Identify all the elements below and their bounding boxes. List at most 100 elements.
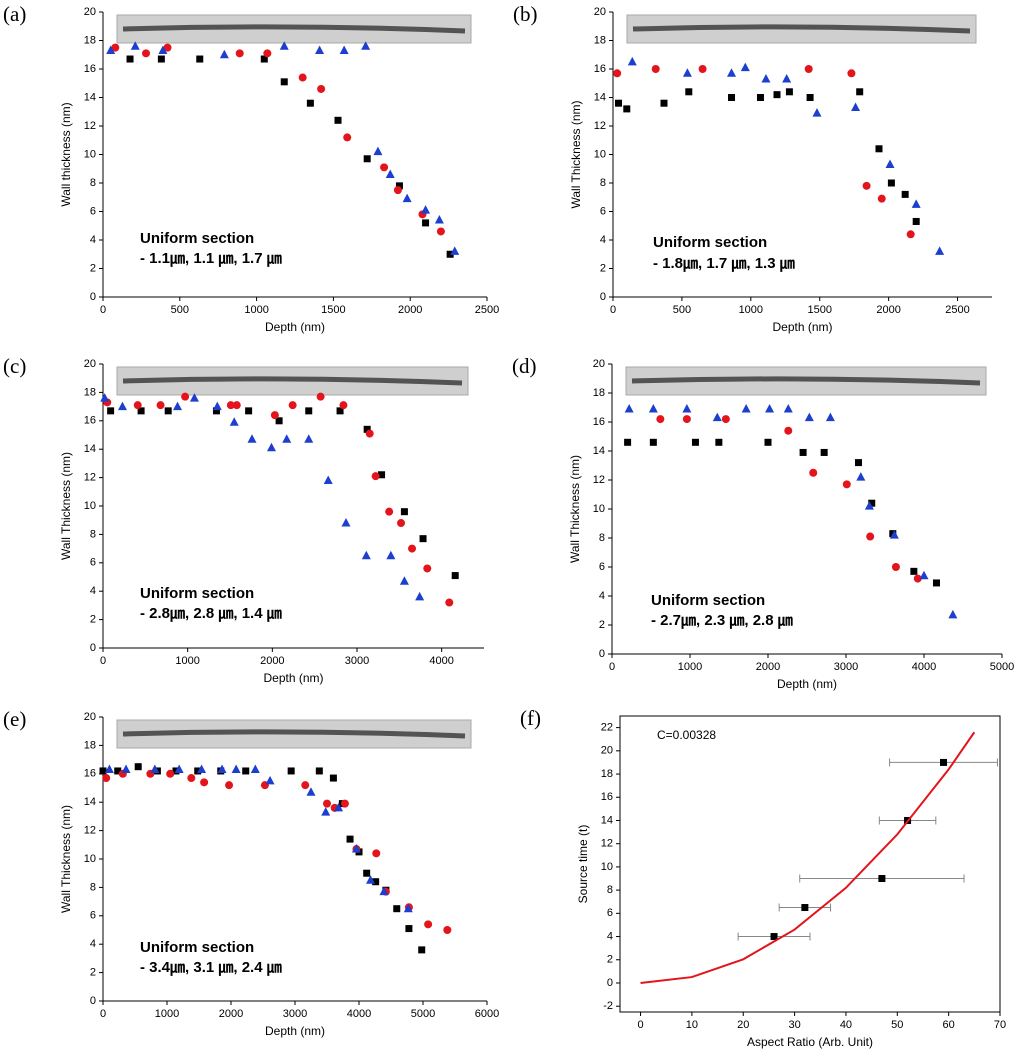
- y-tick-label: 6: [607, 907, 613, 919]
- y-tick-label: 16: [84, 768, 96, 780]
- point: [756, 94, 764, 101]
- point: [247, 434, 257, 443]
- x-tick-label: 20: [737, 1019, 749, 1031]
- x-tick-label: 1000: [678, 661, 702, 673]
- x-tick-label: 0: [610, 304, 616, 316]
- x-tick-label: 1500: [807, 304, 831, 316]
- point: [727, 68, 737, 77]
- point: [887, 179, 895, 187]
- x-axis-label: Depth (nm): [265, 1024, 325, 1038]
- point: [336, 407, 344, 415]
- point: [104, 764, 114, 774]
- point: [691, 438, 699, 446]
- y-tick-label: 2: [90, 614, 96, 626]
- annotation: Uniform section: [140, 585, 254, 602]
- point: [99, 767, 107, 775]
- point: [288, 401, 297, 410]
- y-tick-label: 10: [84, 148, 96, 160]
- y-tick-label: 16: [601, 791, 613, 803]
- point: [212, 407, 220, 415]
- x-tick-label: 2000: [219, 1008, 243, 1020]
- point: [385, 169, 395, 178]
- point: [219, 49, 229, 59]
- x-axis-label: Depth (nm): [777, 677, 837, 691]
- y-axis-label: Wall thickness (nm): [59, 102, 73, 206]
- point: [761, 73, 771, 83]
- point: [856, 472, 866, 481]
- y-tick-label: 18: [593, 387, 605, 399]
- point: [361, 41, 371, 50]
- x-tick-label: 70: [994, 1019, 1006, 1031]
- annotation: - 2.7㎛, 2.3 ㎛, 2.8 ㎛: [651, 612, 793, 630]
- point: [157, 55, 165, 63]
- x-axis-label: Depth (nm): [265, 320, 325, 334]
- x-tick-label: 5000: [411, 1008, 435, 1020]
- point: [363, 869, 371, 877]
- point: [142, 49, 151, 58]
- point: [304, 434, 314, 443]
- point: [212, 401, 222, 411]
- point: [885, 159, 895, 168]
- y-tick-label: 6: [599, 561, 605, 573]
- y-tick-label: -2: [603, 1000, 613, 1012]
- y-tick-label: 8: [90, 881, 96, 893]
- point: [405, 925, 413, 933]
- point: [682, 68, 692, 77]
- y-tick-label: 10: [84, 853, 96, 865]
- point: [231, 764, 241, 774]
- point: [864, 501, 874, 510]
- point: [403, 903, 413, 913]
- point: [685, 88, 693, 96]
- y-tick-label: 12: [601, 838, 613, 850]
- tem-wire: [122, 376, 463, 386]
- point: [133, 401, 142, 410]
- point: [339, 401, 348, 410]
- y-tick-label: 8: [90, 528, 96, 540]
- y-tick-label: 8: [599, 532, 605, 544]
- y-tick-label: 6: [600, 205, 606, 217]
- point: [624, 438, 632, 446]
- y-tick-label: 0: [600, 291, 606, 303]
- point: [415, 591, 425, 601]
- x-tick-label: 0: [609, 661, 615, 673]
- point: [315, 45, 325, 54]
- point: [712, 412, 722, 422]
- point: [361, 550, 371, 560]
- y-tick-label: 10: [601, 861, 613, 873]
- point: [158, 45, 168, 54]
- point: [323, 475, 333, 484]
- y-tick-label: 8: [607, 884, 613, 896]
- point: [651, 65, 660, 73]
- point: [372, 878, 380, 886]
- point: [451, 572, 459, 580]
- point: [373, 146, 383, 156]
- x-tick-label: 2000: [260, 655, 284, 667]
- y-tick-label: 2: [599, 619, 605, 631]
- y-tick-label: 22: [601, 722, 613, 734]
- y-tick-label: 14: [593, 445, 605, 457]
- point: [363, 425, 371, 433]
- x-tick-label: 3000: [834, 661, 858, 673]
- point: [265, 775, 275, 785]
- point: [436, 227, 445, 236]
- tem-wire: [631, 376, 981, 386]
- point: [181, 392, 190, 401]
- y-tick-label: 4: [90, 234, 96, 246]
- panel-label: (c): [3, 354, 26, 378]
- point: [156, 401, 165, 410]
- x-tick-label: 2000: [756, 661, 780, 673]
- point: [698, 65, 707, 73]
- point: [279, 41, 289, 50]
- point: [891, 563, 900, 571]
- point: [847, 69, 856, 78]
- point: [851, 102, 861, 111]
- point: [316, 392, 325, 401]
- point: [906, 230, 915, 239]
- point: [196, 55, 204, 63]
- point: [334, 116, 342, 124]
- point: [627, 56, 637, 66]
- point: [615, 99, 623, 107]
- point: [910, 567, 918, 575]
- y-tick-label: 14: [84, 796, 96, 808]
- point: [804, 412, 814, 422]
